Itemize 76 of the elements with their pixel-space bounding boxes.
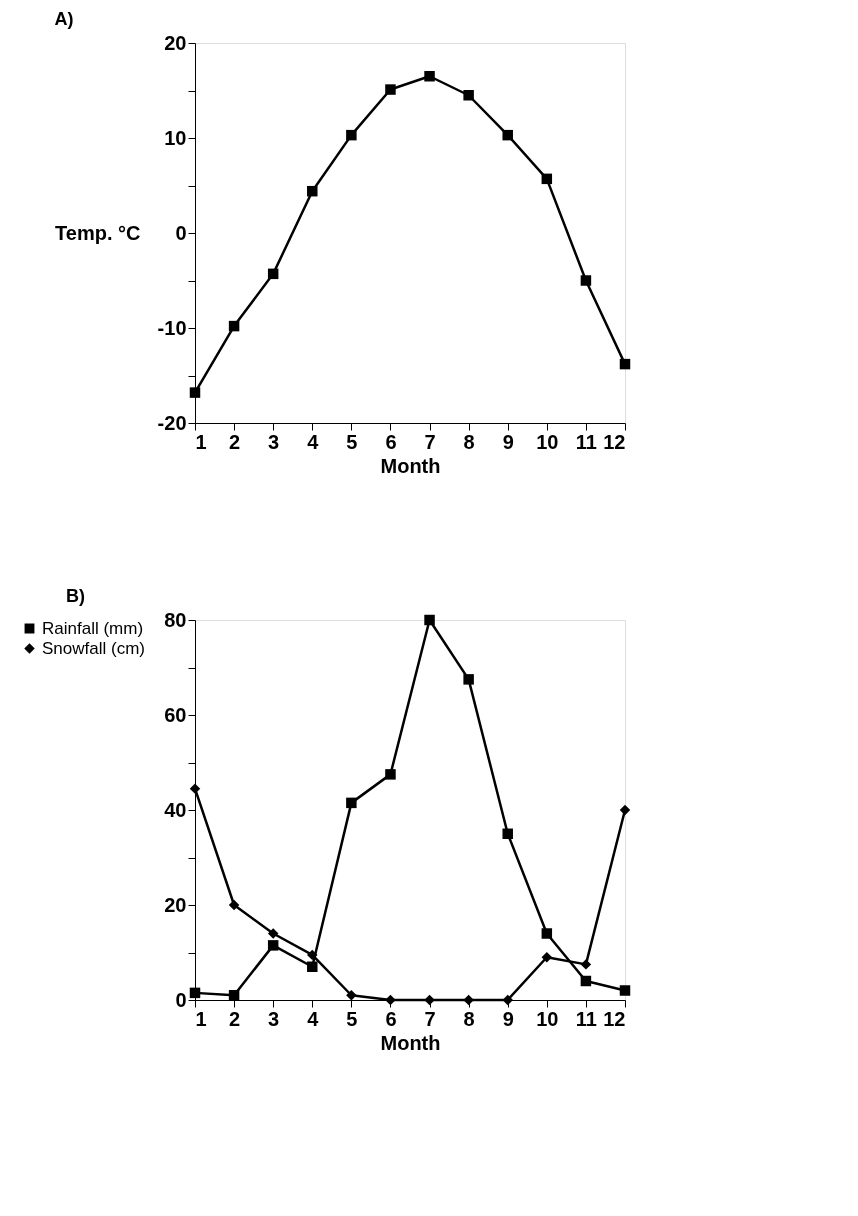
x-tick-label: 4 <box>307 430 320 453</box>
x-tick-label: 3 <box>268 1007 280 1030</box>
point <box>385 994 396 1006</box>
x-tick-label: 11 <box>575 1007 597 1030</box>
x-tick-label: 3 <box>268 430 280 453</box>
x-tick-label: 8 <box>463 1007 475 1030</box>
x-tick-label: 10 <box>536 1007 559 1030</box>
x-tick-label: 2 <box>229 430 241 453</box>
point <box>189 783 201 794</box>
point <box>307 961 318 972</box>
point <box>307 949 318 961</box>
y-tick-label: 20 <box>164 31 187 54</box>
x-tick-label: 5 <box>346 1007 358 1030</box>
point <box>424 71 435 82</box>
y-tick-label: -20 <box>157 411 187 434</box>
point <box>346 990 357 1001</box>
y-tick-label: 0 <box>175 221 187 244</box>
point <box>346 129 357 141</box>
x-tick-label: 9 <box>502 1007 514 1030</box>
x-tick-label: 5 <box>346 430 358 453</box>
point <box>541 952 553 963</box>
x-tick-label: 12 <box>603 430 626 453</box>
x-tick-label: 2 <box>229 1007 241 1030</box>
y-tick-label: -10 <box>157 316 187 339</box>
y-axis-title: Temp. °C <box>55 221 141 244</box>
point <box>189 387 201 398</box>
x-tick-label: 7 <box>424 1007 436 1030</box>
point <box>502 129 513 141</box>
point <box>228 899 240 911</box>
point <box>307 185 318 197</box>
x-tick-label: 9 <box>502 430 514 453</box>
x-axis-title: Month <box>380 454 441 477</box>
point <box>228 320 240 332</box>
x-tick-label: 8 <box>463 430 475 453</box>
x-tick-label: 4 <box>307 1007 320 1030</box>
point <box>463 90 474 101</box>
point <box>541 173 553 185</box>
chart-title: A) <box>54 9 74 29</box>
point <box>267 940 279 951</box>
chart-title: B) <box>66 586 85 606</box>
point <box>580 959 592 970</box>
x-tick-label: 6 <box>385 430 397 453</box>
point <box>541 928 553 939</box>
point <box>580 975 592 987</box>
point <box>580 275 592 286</box>
x-tick-label: 1 <box>195 430 207 453</box>
point <box>424 994 435 1006</box>
point <box>424 614 435 626</box>
y-tick-label: 80 <box>164 608 187 631</box>
y-tick-label: 20 <box>164 893 187 916</box>
y-tick-label: 60 <box>164 703 187 726</box>
point <box>463 994 474 1006</box>
point <box>385 769 396 780</box>
point <box>385 84 396 95</box>
x-tick-label: 12 <box>603 1007 626 1030</box>
point <box>228 990 240 1001</box>
legend-label: Rainfall (mm) <box>42 618 144 638</box>
point <box>346 797 357 809</box>
x-tick-label: 10 <box>536 430 559 453</box>
point <box>502 828 513 839</box>
y-tick-label: 10 <box>164 126 187 149</box>
y-tick-label: 0 <box>175 988 187 1011</box>
point <box>502 994 513 1006</box>
point <box>619 804 631 816</box>
point <box>463 674 474 685</box>
point <box>267 928 279 939</box>
legend-label: Snowfall (cm) <box>42 638 145 658</box>
x-tick-label: 1 <box>195 1007 207 1030</box>
x-axis-title: Month <box>380 1031 441 1054</box>
x-tick-label: 6 <box>385 1007 397 1030</box>
point <box>619 358 631 370</box>
point <box>267 268 279 280</box>
y-tick-label: 40 <box>164 798 187 821</box>
x-tick-label: 11 <box>575 430 597 453</box>
point <box>619 985 631 996</box>
x-tick-label: 7 <box>424 430 436 453</box>
